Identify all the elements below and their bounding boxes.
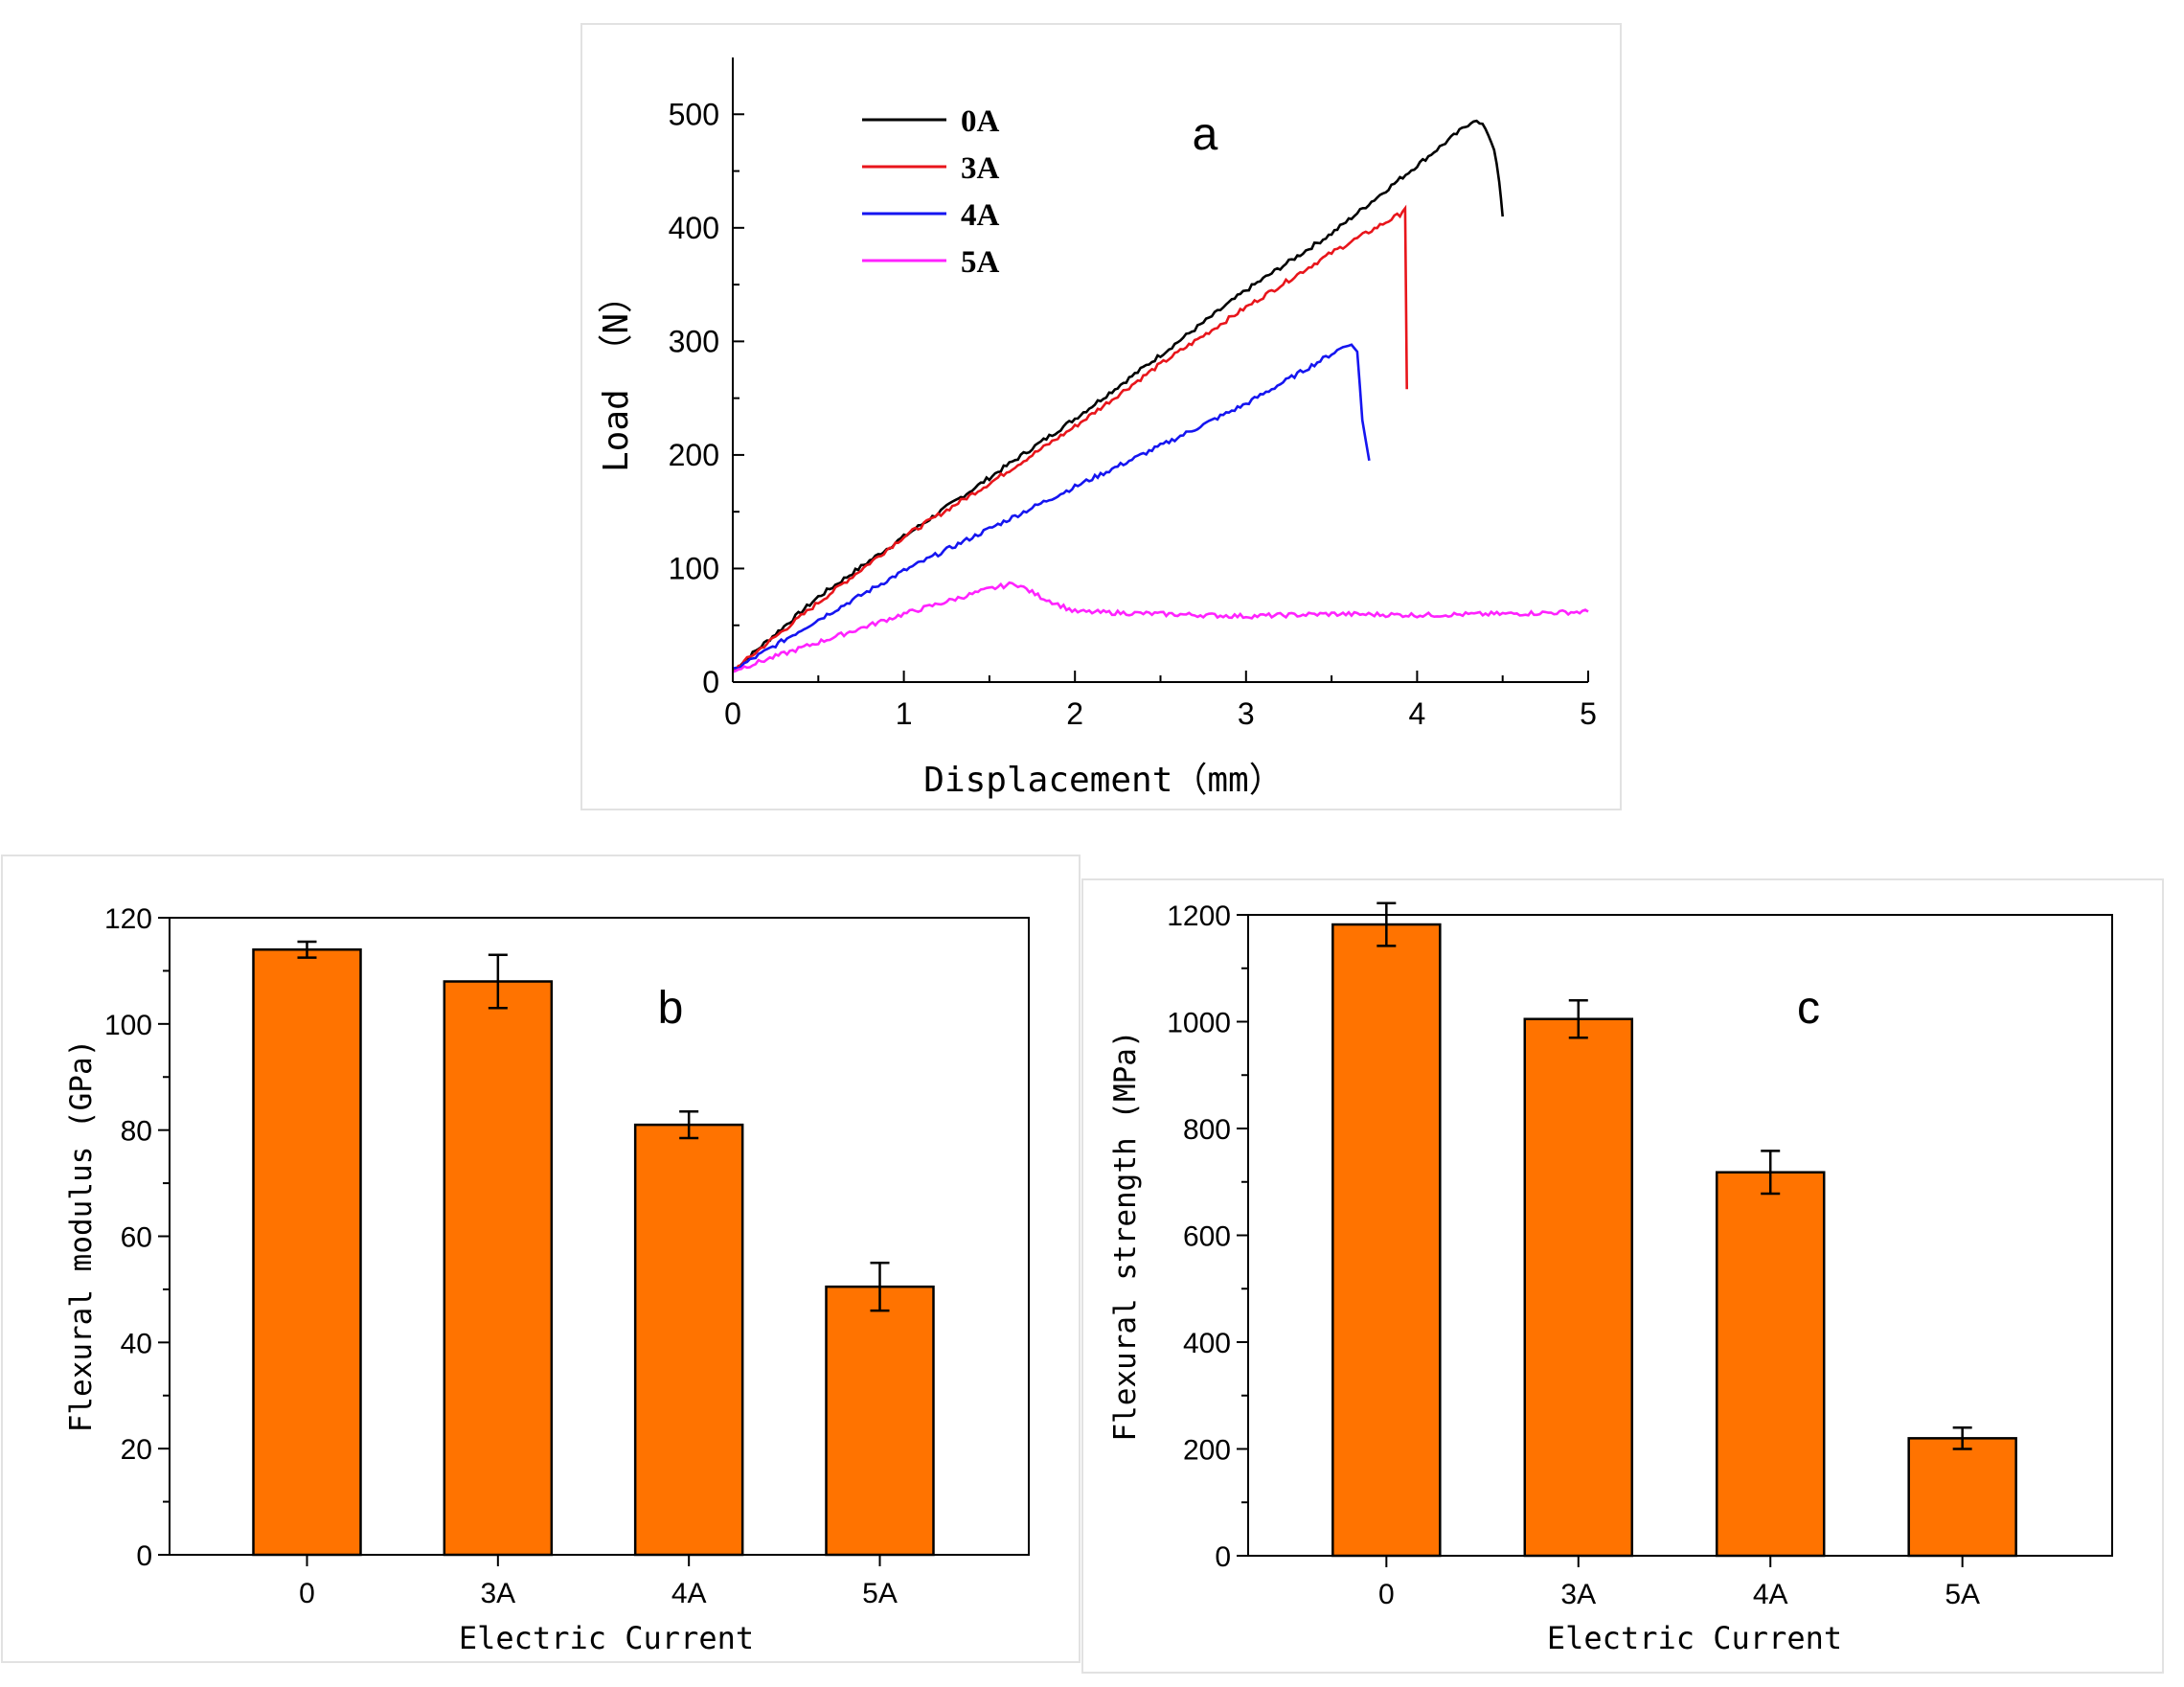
bar-0: [252, 948, 362, 1557]
y-tick-label: 800: [1183, 1114, 1231, 1146]
legend-label-5A: 5A: [961, 245, 1000, 280]
panel-b-frame: [1, 855, 1081, 1663]
x-tick-label: 3A: [480, 1578, 515, 1609]
series-line-3A: [732, 204, 1408, 672]
y-axis-label: Flexural strength (MPa): [1108, 1030, 1143, 1441]
y-tick-label: 100: [669, 551, 719, 585]
x-tick-label: 0: [299, 1578, 315, 1609]
bar-0: [1331, 923, 1442, 1558]
x-tick-label: 5A: [862, 1578, 898, 1609]
x-tick-label: 4A: [671, 1578, 707, 1609]
series-line-0A: [732, 119, 1504, 673]
panel-letter-a: a: [1193, 109, 1218, 160]
y-tick-label: 500: [669, 97, 719, 131]
x-tick-label: 3: [1238, 696, 1255, 731]
bar-5A: [825, 1285, 935, 1557]
y-tick-label: 0: [702, 665, 719, 699]
bar-5A: [1907, 1437, 2017, 1558]
y-tick-label: 200: [669, 438, 719, 472]
y-tick-label: 1200: [1167, 900, 1231, 932]
load-displacement-chart: 0 1 2 3 4 5 0 100 200 300 400 500 Displacement（mm）…: [597, 57, 1597, 800]
y-tick-label: 1000: [1167, 1008, 1231, 1039]
series-line-5A: [732, 581, 1589, 673]
y-tick-label: 300: [669, 324, 719, 358]
x-axis-label: Displacement（mm）: [923, 761, 1283, 800]
legend: 0A 3A 4A 5A: [862, 104, 1000, 280]
legend-label-3A: 3A: [961, 151, 1000, 186]
y-tick-label: 0: [1215, 1541, 1231, 1573]
y-tick-label: 100: [104, 1010, 152, 1041]
bar-3A: [1523, 1017, 1634, 1558]
flexural-modulus-chart: 0 20 40 60 80 100 120 0 3A 4A 5A Electric Current…: [64, 903, 1030, 1656]
flexural-strength-chart: 0 200 400 600 800 1000 1200 0 3A 4A 5A Electric C…: [1108, 900, 2113, 1656]
bar-3A: [443, 980, 554, 1557]
x-tick-label: 3A: [1560, 1579, 1596, 1610]
panel-c-frame: [1081, 878, 2164, 1674]
x-tick-label: 4A: [1753, 1579, 1788, 1610]
x-tick-label: 4: [1409, 696, 1426, 731]
y-tick-label: 40: [121, 1328, 152, 1359]
x-axis-label: Electric Current: [459, 1620, 754, 1656]
panel-letter-b: b: [658, 983, 684, 1034]
y-tick-label: 20: [121, 1434, 152, 1466]
legend-label-4A: 4A: [961, 198, 1000, 233]
y-tick-label: 120: [104, 903, 152, 935]
panel-a-frame: [580, 23, 1622, 810]
bar-4A: [633, 1123, 744, 1557]
bar-4A: [1715, 1171, 1826, 1558]
x-tick-label: 5A: [1945, 1579, 1980, 1610]
x-axis-label: Electric Current: [1547, 1620, 1842, 1656]
x-tick-label: 0: [724, 696, 741, 731]
y-tick-label: 600: [1183, 1221, 1231, 1253]
x-tick-label: 5: [1580, 696, 1597, 731]
panel-letter-c: c: [1797, 983, 1820, 1034]
y-tick-label: 200: [1183, 1435, 1231, 1467]
y-tick-label: 400: [669, 211, 719, 245]
x-tick-label: 0: [1378, 1579, 1395, 1610]
y-tick-label: 60: [121, 1222, 152, 1254]
x-tick-label: 1: [896, 696, 913, 731]
y-axis-label: Flexural modulus (GPa): [64, 1039, 99, 1433]
y-axis-label: Load （N）: [597, 279, 636, 472]
x-tick-label: 2: [1066, 696, 1083, 731]
legend-label-0A: 0A: [961, 104, 1000, 139]
series-line-4A: [732, 343, 1371, 671]
y-tick-label: 80: [121, 1116, 152, 1148]
y-tick-label: 0: [136, 1540, 152, 1572]
y-tick-label: 400: [1183, 1328, 1231, 1359]
